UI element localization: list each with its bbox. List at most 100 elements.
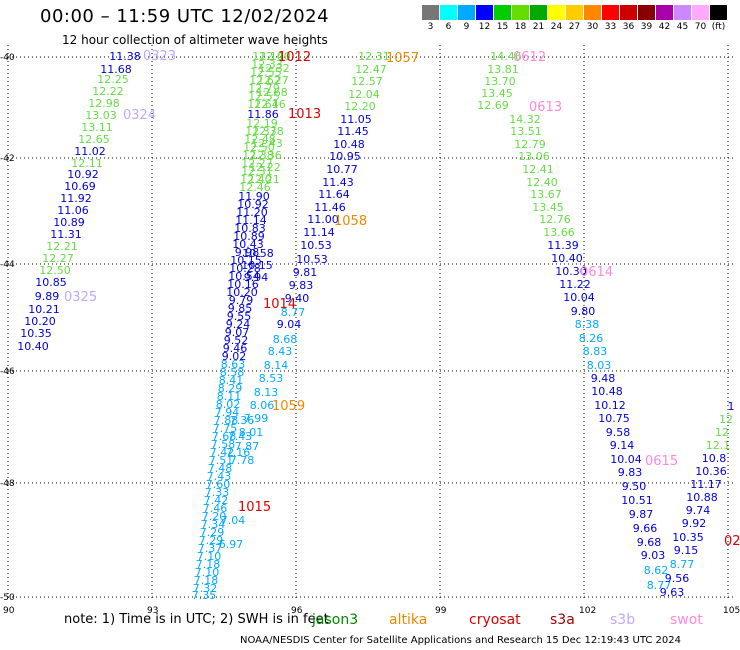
wave-height-value: 9.74: [686, 504, 711, 517]
wave-height-value: 10.30: [555, 265, 587, 278]
wave-height-value: 9.46: [223, 342, 248, 355]
wave-height-value: 11.46: [314, 201, 346, 214]
colorbar-label: 70: [694, 22, 707, 32]
wave-height-value: 12.38: [242, 149, 274, 162]
page-subtitle: 12 hour collection of altimeter wave hei…: [62, 33, 328, 47]
wave-height-value: 7.51: [209, 454, 234, 467]
wave-height-value: 13.66: [543, 226, 575, 239]
wave-height-value: 10.92: [237, 198, 269, 211]
pass-number-label: 0612: [513, 50, 546, 65]
wave-height-value: 11.06: [57, 204, 89, 217]
wave-height-value: 10.15: [230, 254, 262, 267]
wave-height-value: 12.68: [256, 86, 288, 99]
wave-height-value: 9.48: [591, 372, 616, 385]
wave-height-value: 8.68: [273, 333, 298, 346]
wave-height-value: 11.31: [50, 228, 82, 241]
wave-height-value: 7.29: [200, 526, 225, 539]
wave-height-value: 9.92: [682, 517, 707, 530]
pass-labels: 0323 0324 0325 1012 1013 1014 1015 1057 1058 1059…: [64, 49, 740, 549]
wave-height-value: 8.26: [579, 332, 604, 345]
longitude-label: 102: [579, 606, 596, 616]
wave-height-value: 13.45: [481, 87, 513, 100]
wave-height-value: 11.68: [100, 63, 132, 76]
wave-height-value: 13.81: [487, 63, 519, 76]
latitude-label: -40: [0, 53, 15, 63]
colorbar-label: 30: [586, 22, 599, 32]
wave-height-value: 12.46: [254, 98, 286, 111]
pass-number-label: 1059: [272, 399, 305, 414]
wave-height-value: 9.83: [289, 279, 314, 292]
wave-height-value: 7.16: [226, 446, 251, 459]
longitude-label: 99: [435, 606, 447, 616]
latitude-label: -50: [0, 593, 15, 603]
wave-height-value: 10.53: [300, 239, 332, 252]
wave-height-value: 7.29: [199, 534, 224, 547]
wave-height-value: 10.12: [594, 399, 626, 412]
track-m3: 12.3112.4712.5712.0412.2011.0511.4510.48…: [230, 50, 390, 467]
wave-height-value: 8.77: [647, 579, 672, 592]
wave-height-value: 7.60: [206, 478, 231, 491]
wave-height-value: 7.18: [196, 558, 221, 571]
wave-height-value: 8.63: [221, 358, 246, 371]
wave-height-value: 11.39: [547, 239, 579, 252]
wave-height-value: 12: [719, 413, 733, 426]
wave-height-value: 12.48: [244, 133, 276, 146]
wave-height-value: 10.54: [228, 270, 260, 283]
legend-s3b: s3b: [610, 612, 636, 628]
wave-height-value: 9.58: [606, 426, 631, 439]
wave-height-value: 8.62: [644, 564, 669, 577]
wave-height-value: 11.14: [303, 226, 335, 239]
wave-height-value: 12.62: [249, 74, 281, 87]
colorbar-swatch: [692, 5, 709, 20]
pass-number-label: 02: [724, 534, 740, 549]
colorbar-swatch: [422, 5, 439, 20]
wave-height-value: 12.41: [522, 163, 554, 176]
colorbar-swatch: [548, 5, 565, 20]
footer-credit: NOAA/NESDIS Center for Satellite Applica…: [240, 635, 682, 646]
wave-height-value: 12.21: [248, 173, 280, 186]
wave-height-value: 13.70: [484, 75, 516, 88]
colorbar-label: 27: [568, 22, 581, 32]
wave-height-value: 10.83: [234, 222, 266, 235]
wave-height-value: 10.15: [241, 259, 273, 272]
wave-height-value: 10.20: [24, 315, 56, 328]
wave-height-value: 10.69: [64, 180, 96, 193]
colorbar-swatch: [512, 5, 529, 20]
wave-height-value: 7.58: [211, 438, 236, 451]
wave-height-value: 7.94: [215, 406, 240, 419]
graticule: [7, 45, 735, 600]
wave-height-value: 7.42: [210, 446, 235, 459]
wave-height-value: 12.27: [241, 157, 273, 170]
wave-height-value: 10.58: [242, 247, 274, 260]
wave-height-value: 7.43: [207, 470, 232, 483]
wave-height-value: 13.51: [510, 125, 542, 138]
wave-height-value: 12.55: [248, 90, 280, 103]
wave-height-value: 8.01: [239, 426, 264, 439]
wave-height-value: 12.40: [526, 176, 558, 189]
wave-height-value: 14.32: [509, 113, 541, 126]
colorbar-label: 45: [676, 22, 689, 32]
colorbar-swatch: [584, 5, 601, 20]
wave-height-value: 12.27: [257, 74, 289, 87]
wave-height-value: 9.98: [235, 246, 260, 259]
wave-height-value: 7.35: [192, 589, 217, 602]
wave-height-value: 12.11: [71, 157, 103, 170]
wave-height-value: 9.85: [228, 302, 253, 315]
longitude-label: 105: [723, 606, 740, 616]
wave-height-value: 9.68: [637, 536, 662, 549]
wave-height-value: 9.04: [277, 318, 302, 331]
wave-height-value: 10.89: [53, 216, 85, 229]
legend-s3a: s3a: [550, 612, 575, 628]
wave-height-value: 10.04: [563, 291, 595, 304]
pass-number-label: 1012: [278, 50, 311, 65]
wave-height-value: 7.46: [203, 502, 228, 515]
wave-height-value: 10.35: [20, 327, 52, 340]
wave-height-value: 7.88: [214, 414, 239, 427]
wave-height-value: 10.04: [610, 453, 642, 466]
wave-height-value: 6.97: [219, 538, 244, 551]
wave-height-value: 9.03: [641, 549, 666, 562]
wave-height-value: 9.07: [225, 326, 250, 339]
colorbar-label: 39: [640, 22, 653, 32]
track-m2: 12.4012.3212.2712.6812.4612.7812.4312.36…: [219, 50, 291, 551]
pass-number-label: 0613: [529, 100, 562, 115]
